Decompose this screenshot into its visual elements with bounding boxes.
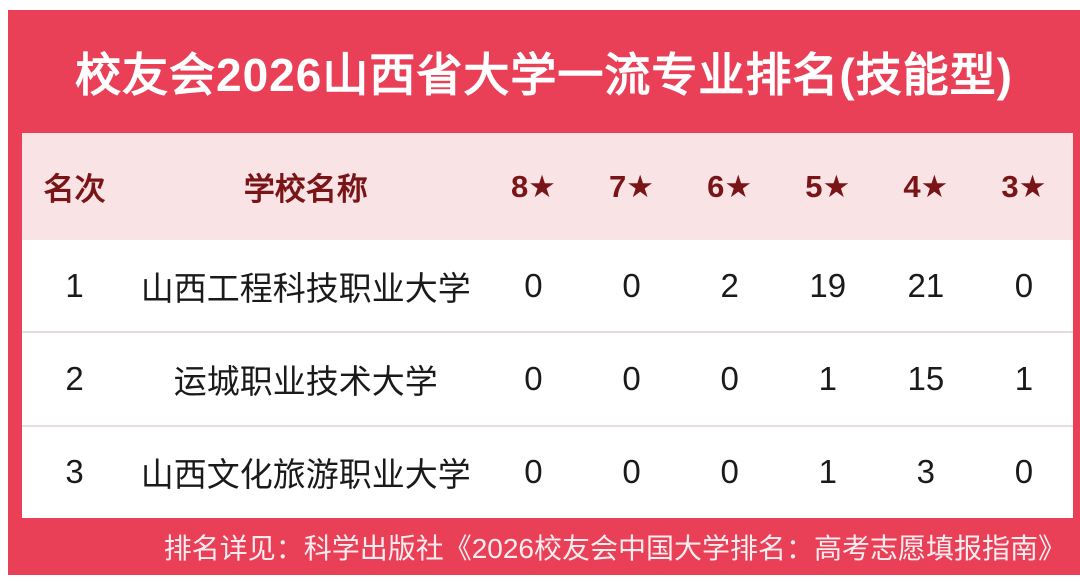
red-background: 校友会2026山西省大学一流专业排名(技能型) 名次 学校名称 8★ 7★ 6★ 5★ 4★… bbox=[8, 10, 1080, 575]
ranking-table: 名次 学校名称 8★ 7★ 6★ 5★ 4★ 3★ 1 山西工程科技职业大学 0 0 2 19 21 0 2 运… bbox=[22, 133, 1073, 518]
school-name: 山西工程科技职业大学 bbox=[140, 269, 471, 307]
star-count-value: 3 bbox=[916, 453, 936, 491]
header-star-tier: 5★ bbox=[805, 168, 851, 204]
header-star-tier: 7★ bbox=[609, 168, 655, 204]
table-row: 1 山西工程科技职业大学 0 0 2 19 21 0 bbox=[22, 240, 1073, 332]
star-count-value: 2 bbox=[720, 266, 739, 304]
header-star-tier: 4★ bbox=[903, 168, 949, 204]
table-header-row: 名次 学校名称 8★ 7★ 6★ 5★ 4★ 3★ bbox=[22, 133, 1073, 240]
star-count-value: 0 bbox=[622, 266, 641, 304]
star-count-value: 0 bbox=[524, 359, 543, 397]
table-row: 3 山西文化旅游职业大学 0 0 0 1 3 0 bbox=[22, 424, 1073, 518]
star-count-value: 0 bbox=[1014, 266, 1034, 304]
school-name: 山西文化旅游职业大学 bbox=[140, 456, 471, 494]
header-school-name: 学校名称 bbox=[243, 172, 368, 207]
header-star-tier: 3★ bbox=[1001, 168, 1047, 204]
header-star-tier: 6★ bbox=[707, 168, 753, 204]
star-count-value: 0 bbox=[622, 453, 641, 491]
rank-value: 1 bbox=[65, 266, 84, 304]
footer-bar: 排名详见：科学出版社《2026校友会中国大学排名：高考志愿填报指南》 bbox=[8, 518, 1080, 575]
school-name: 运城职业技术大学 bbox=[173, 362, 438, 400]
star-count-value: 0 bbox=[622, 359, 641, 397]
star-count-value: 1 bbox=[818, 453, 837, 491]
star-count-value: 1 bbox=[1014, 359, 1034, 397]
star-count-value: 15 bbox=[907, 359, 945, 397]
rank-value: 3 bbox=[65, 453, 84, 491]
star-count-value: 0 bbox=[524, 266, 543, 304]
star-count-value: 0 bbox=[720, 453, 739, 491]
star-count-value: 19 bbox=[809, 266, 847, 304]
star-count-value: 0 bbox=[524, 453, 543, 491]
star-count-value: 21 bbox=[907, 266, 945, 304]
star-count-value: 1 bbox=[818, 359, 837, 397]
rank-value: 2 bbox=[65, 359, 84, 397]
star-count-value: 0 bbox=[720, 359, 739, 397]
table-body: 1 山西工程科技职业大学 0 0 2 19 21 0 2 运城职业技术大学 0 0 0 1 15 1 3 山西文化… bbox=[22, 240, 1073, 518]
page-title: 校友会2026山西省大学一流专业排名(技能型) bbox=[75, 48, 1013, 101]
header-star-tier: 8★ bbox=[510, 168, 556, 204]
footer-source-note: 排名详见：科学出版社《2026校友会中国大学排名：高考志愿填报指南》 bbox=[163, 532, 1066, 564]
table-row: 2 运城职业技术大学 0 0 0 1 15 1 bbox=[22, 331, 1073, 425]
star-count-value: 0 bbox=[1014, 453, 1034, 491]
header-rank: 名次 bbox=[43, 172, 106, 207]
